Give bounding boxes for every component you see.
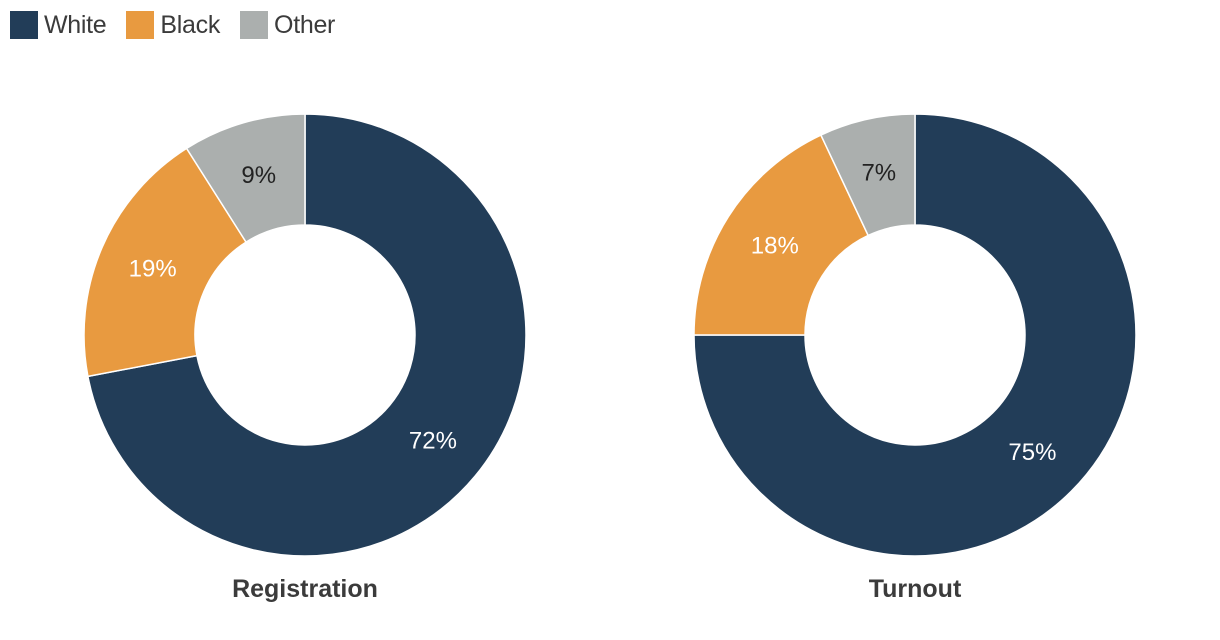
legend: White Black Other [10,10,355,40]
chart-title: Turnout [869,575,962,603]
legend-label-white: White [44,10,107,39]
chart-title: Registration [232,575,378,603]
slice-label-other: 9% [241,162,276,189]
slice-black [83,147,248,378]
legend-swatch-white [10,11,38,39]
slice-label-black: 18% [751,233,799,260]
legend-swatch-black [126,11,155,39]
slice-black [693,134,870,336]
slice-white [87,113,527,557]
legend-item-white: White [10,10,107,40]
slice-label-other: 7% [861,160,896,187]
slice-label-white: 75% [1008,439,1056,466]
legend-label-black: Black [160,10,221,39]
legend-swatch-other [240,11,269,39]
legend-label-other: Other [274,10,336,39]
slice-label-white: 72% [409,427,457,454]
legend-item-black: Black [126,11,220,40]
slice-other [819,113,916,237]
slice-white [693,113,1137,557]
slice-label-black: 19% [129,256,177,283]
legend-item-other: Other [240,11,335,40]
donut-chart-turnout: 75% 18% 7% Turnout [693,113,1137,603]
slice-other [185,113,306,244]
donut-chart-registration: 72% 19% 9% Registration [83,113,527,603]
